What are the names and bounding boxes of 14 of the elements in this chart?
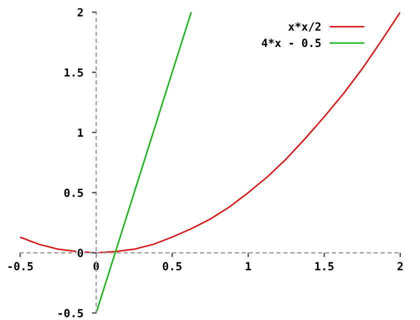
y-tick-label: 2 [78,8,83,16]
y-tick-label: -0.5 [58,308,83,318]
x-tick-label: 0.5 [162,262,182,270]
x-tick-label: 1 [246,262,252,270]
y-tick-label: 0.5 [64,188,83,198]
y-tick-label: 1.5 [64,68,83,77]
y-tick-label: 0 [78,248,84,258]
line-series [95,12,192,313]
legend-label: x*x/2 [288,22,321,32]
x-tick-label: -0.5 [8,262,33,270]
x-tick-label: 2 [398,262,403,270]
x-tick-label: 1.5 [315,262,334,270]
y-tick-label: 1 [78,128,84,137]
legend-label: 4*x - 0.5 [262,38,321,48]
